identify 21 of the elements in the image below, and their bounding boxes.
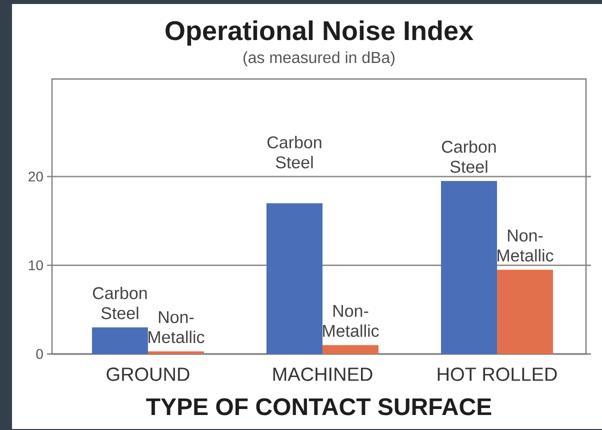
bar xyxy=(497,270,554,354)
text: Carbon Steel xyxy=(267,136,322,168)
text: Carbon Steel xyxy=(442,140,496,173)
y-tick-label: 0 xyxy=(36,349,43,359)
x-tick-label: MACHINED xyxy=(273,368,372,381)
y-tick-label: 10 xyxy=(28,260,43,270)
text: Non-Metallic xyxy=(323,305,379,337)
bar xyxy=(266,203,322,354)
bar xyxy=(148,351,204,354)
x-axis-title: TYPE OF CONTACT SURFACE xyxy=(146,398,492,416)
y-tick-label: 20 xyxy=(28,172,43,182)
x-tick-label: GROUND xyxy=(106,368,190,381)
series-label: Carbon Steel xyxy=(92,286,147,320)
series-label: Non-Metallic xyxy=(148,311,204,344)
chart-title: Operational Noise Index xyxy=(166,20,474,46)
bar xyxy=(441,181,498,354)
text: Non-Metallic xyxy=(498,230,554,262)
x-tick-label: HOT ROLLED xyxy=(438,368,557,381)
bar xyxy=(92,327,148,354)
chart-subtitle: (as measured in dBa) xyxy=(244,51,394,66)
bar xyxy=(322,345,378,354)
